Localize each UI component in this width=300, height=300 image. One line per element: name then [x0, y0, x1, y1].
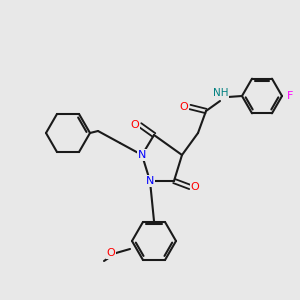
Text: O: O — [190, 182, 200, 192]
Text: F: F — [287, 91, 293, 101]
Text: NH: NH — [213, 88, 229, 98]
Text: O: O — [130, 120, 140, 130]
Text: O: O — [106, 248, 116, 258]
Text: O: O — [180, 102, 188, 112]
Text: N: N — [146, 176, 154, 186]
Text: N: N — [138, 150, 146, 160]
